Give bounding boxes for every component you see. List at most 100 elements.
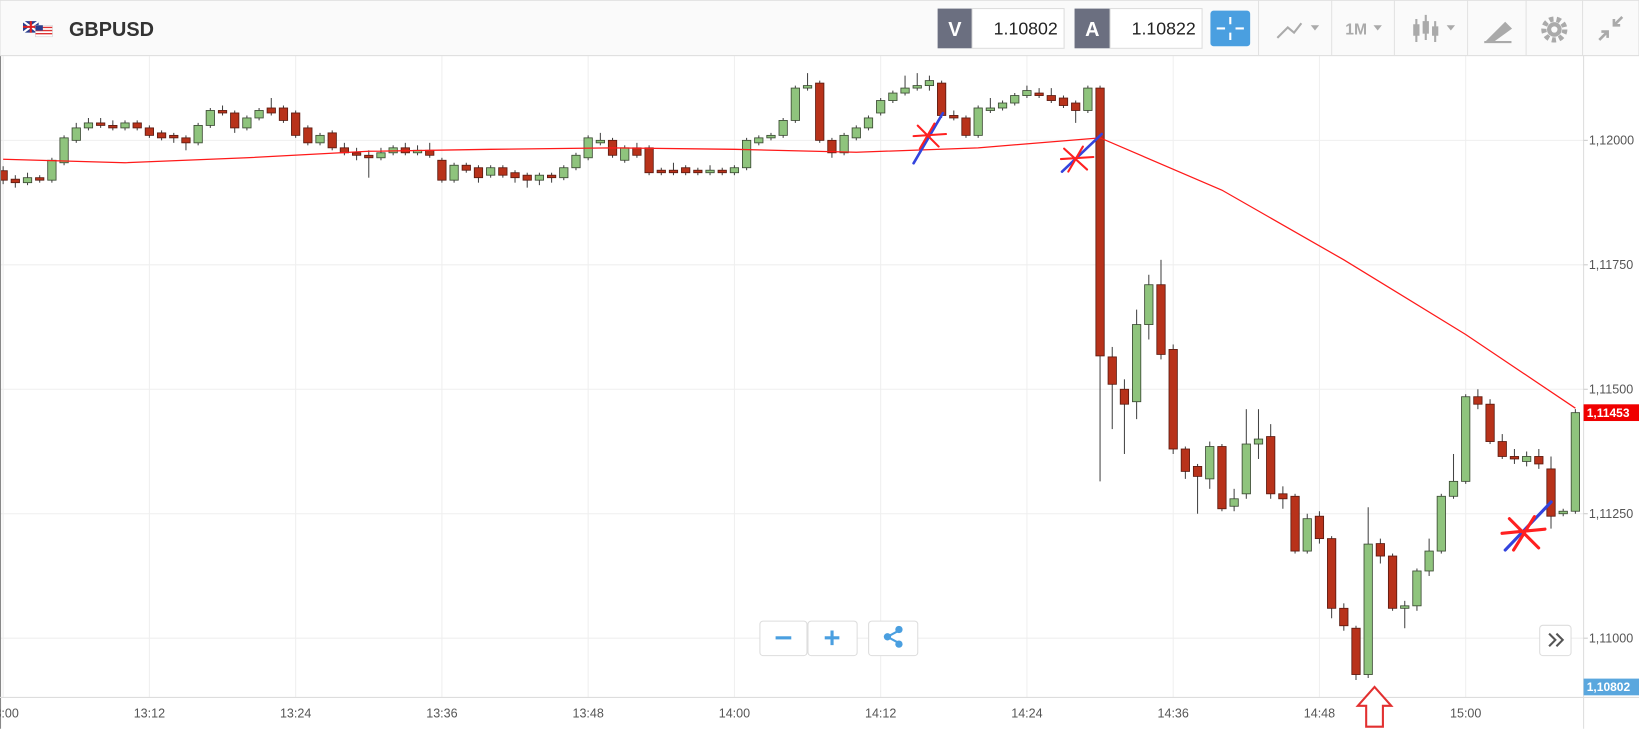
candle-body xyxy=(193,124,203,144)
candle-body xyxy=(1217,446,1227,510)
candle-body xyxy=(303,127,313,144)
x-tick-label: 13:00 xyxy=(0,706,19,720)
buy-price-box[interactable] xyxy=(1109,8,1203,49)
candle-body xyxy=(327,132,337,149)
price-tag xyxy=(1583,404,1639,422)
candle-body xyxy=(827,139,837,154)
share-icon xyxy=(883,625,903,648)
candle-body xyxy=(1083,87,1093,111)
candle-body xyxy=(376,152,386,159)
buy-button[interactable] xyxy=(1074,8,1111,49)
candle-body xyxy=(498,167,508,176)
candle-body xyxy=(949,115,959,119)
candle-body xyxy=(1534,456,1544,465)
candle-body xyxy=(71,127,81,141)
chart-type-button[interactable] xyxy=(1413,14,1456,43)
candle-body xyxy=(144,127,154,136)
x-tick-label: 14:00 xyxy=(719,706,750,720)
candle-body xyxy=(997,102,1008,109)
candle-body xyxy=(120,122,130,129)
candle-body xyxy=(1192,466,1203,477)
indicator-button[interactable] xyxy=(1276,22,1320,39)
candle-body xyxy=(1022,90,1032,96)
candle-body xyxy=(1558,510,1568,515)
candle-body xyxy=(315,134,325,144)
share-button[interactable] xyxy=(868,620,919,657)
candle-body xyxy=(437,159,447,181)
candle-body xyxy=(620,147,630,161)
settings-button[interactable] xyxy=(1541,16,1568,43)
y-tick-label: 1,11750 xyxy=(1589,258,1633,272)
candle-body xyxy=(1290,495,1300,552)
candle-body xyxy=(1387,555,1398,609)
candle-body xyxy=(973,107,983,136)
candle-body xyxy=(778,120,788,136)
candle-body xyxy=(96,122,106,126)
candle-body xyxy=(425,149,435,156)
x-tick-label: 14:24 xyxy=(1011,706,1042,720)
candle-body xyxy=(1302,518,1312,552)
y-tick-label: 1,12000 xyxy=(1589,134,1634,148)
candle-body xyxy=(1132,324,1142,403)
candle-body xyxy=(1375,543,1385,557)
zoom-controls xyxy=(759,620,1572,657)
candle-body xyxy=(571,154,581,169)
crosshair-button[interactable] xyxy=(1210,10,1251,47)
candle-body xyxy=(278,107,289,121)
candle-body xyxy=(291,112,301,136)
candle-body xyxy=(924,80,935,87)
candle-body xyxy=(1058,97,1069,106)
x-tick-label: 15:00 xyxy=(1450,706,1481,720)
candle-body xyxy=(10,178,20,184)
candle-body xyxy=(1168,349,1178,450)
candle-body xyxy=(681,167,691,174)
price-tag xyxy=(1583,678,1639,696)
candle-body xyxy=(802,85,813,89)
candle-body xyxy=(1351,627,1361,675)
candle-body xyxy=(1266,436,1276,495)
collapse-button[interactable] xyxy=(1598,16,1624,41)
candle-body xyxy=(1010,95,1020,104)
symbol: GBPUSD xyxy=(69,19,154,41)
price-tag-label: 1,10802 xyxy=(1587,680,1631,694)
candle-body xyxy=(863,117,874,129)
candle-body xyxy=(546,174,557,179)
candle-body xyxy=(266,107,276,114)
candle-body xyxy=(1509,456,1520,460)
x-tick-label: 14:48 xyxy=(1304,706,1335,720)
moving-average xyxy=(3,137,1576,409)
draw-button[interactable] xyxy=(1483,21,1513,44)
candle-body xyxy=(1412,570,1422,607)
dropdown-arrow xyxy=(1373,25,1382,31)
candle-body xyxy=(1570,412,1580,512)
y-tick-label: 1,11000 xyxy=(1589,631,1633,645)
x-tick-label: 13:48 xyxy=(572,706,603,720)
buy-price: 1.10822 xyxy=(1132,19,1196,39)
candle-body xyxy=(449,164,459,181)
candle-body xyxy=(754,137,764,144)
candle-body xyxy=(1144,284,1154,325)
candle-body xyxy=(595,139,605,144)
sell-button[interactable] xyxy=(937,8,973,49)
candle-body xyxy=(242,117,252,129)
candle-body xyxy=(729,167,740,174)
x-tick-label: 14:36 xyxy=(1158,706,1189,720)
candle-body xyxy=(790,87,800,121)
candle-body xyxy=(1436,495,1446,552)
candle-body xyxy=(1461,396,1471,482)
candle-body xyxy=(1339,607,1349,627)
candle-body xyxy=(937,82,947,116)
timeframe[interactable]: 1M xyxy=(1345,22,1367,39)
candle-body xyxy=(0,170,8,181)
candle-body xyxy=(656,169,666,174)
buy-label: A xyxy=(1085,19,1099,41)
x-tick-label: 13:12 xyxy=(134,706,165,720)
candle-body xyxy=(47,159,57,181)
candle-body xyxy=(1034,92,1044,96)
candle-body xyxy=(1278,493,1288,500)
sell-price-box[interactable] xyxy=(971,8,1065,49)
candle-body xyxy=(1253,438,1264,445)
candle-body xyxy=(1424,550,1434,572)
candle-body xyxy=(1180,448,1190,472)
